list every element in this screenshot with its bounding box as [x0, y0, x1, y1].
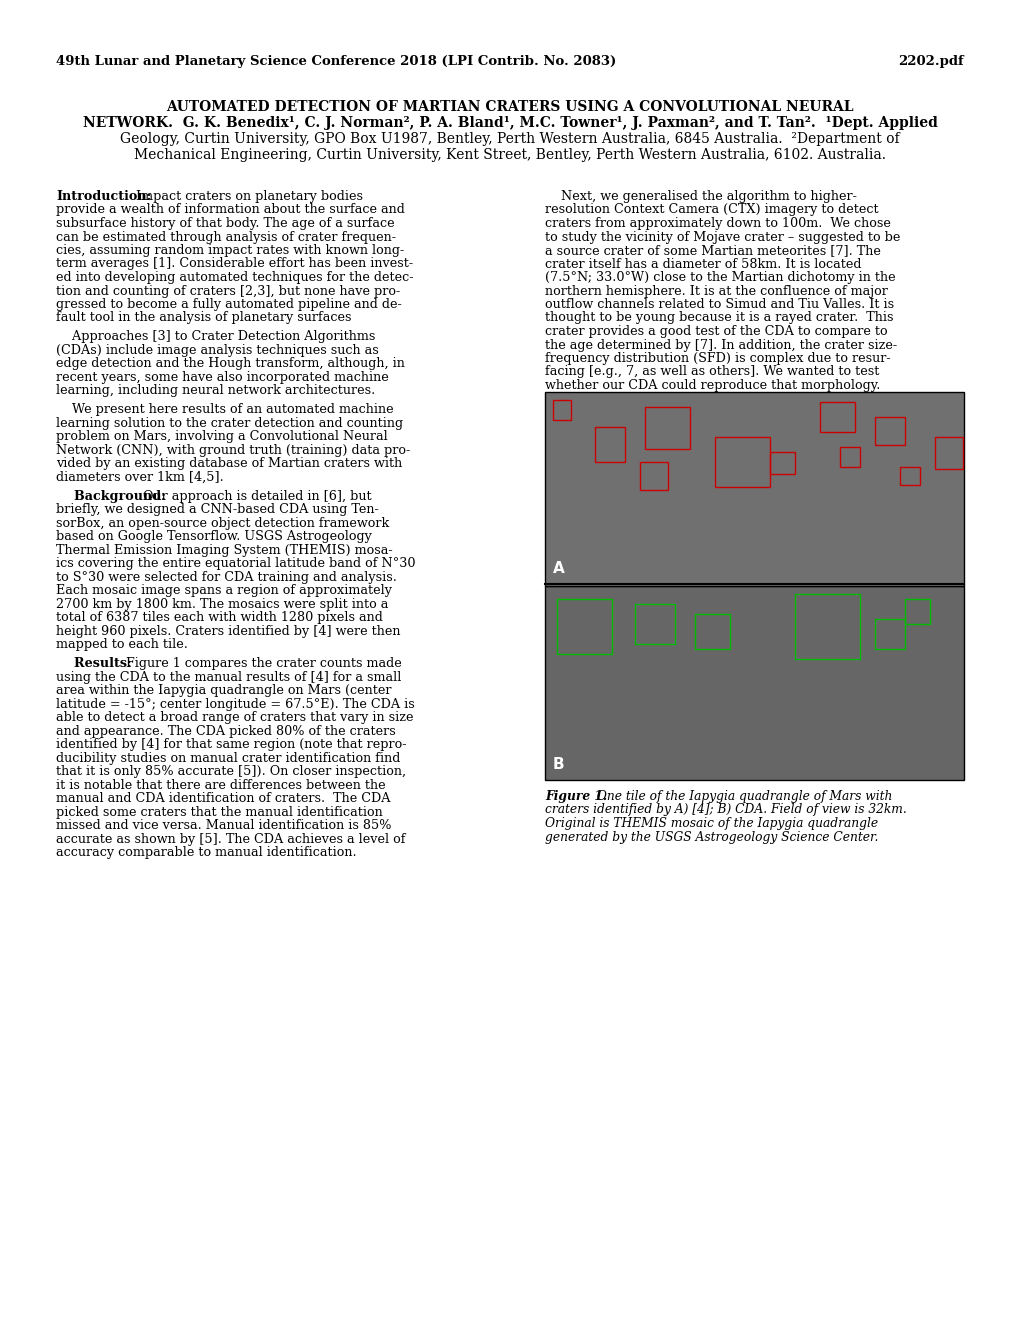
Text: Each mosaic image spans a region of approximately: Each mosaic image spans a region of appr… [56, 585, 391, 597]
Text: recent years, some have also incorporated machine: recent years, some have also incorporate… [56, 371, 388, 384]
Text: learning, including neural network architectures.: learning, including neural network archi… [56, 384, 375, 397]
Text: sorBox, an open-source object detection framework: sorBox, an open-source object detection … [56, 516, 389, 529]
Text: Our approach is detailed in [6], but: Our approach is detailed in [6], but [139, 490, 371, 503]
Bar [904, 599, 929, 624]
Text: Original is THEMIS mosaic of the Iapygia quadrangle: Original is THEMIS mosaic of the Iapygia… [544, 817, 877, 830]
Text: it is notable that there are differences between the: it is notable that there are differences… [56, 779, 385, 792]
Text: ics covering the entire equatorial latitude band of N°30: ics covering the entire equatorial latit… [56, 557, 415, 570]
Bar [594, 426, 625, 462]
Text: craters identified by A) [4]; B) CDA. Field of view is 32km.: craters identified by A) [4]; B) CDA. Fi… [544, 804, 906, 817]
Text: can be estimated through analysis of crater frequen-: can be estimated through analysis of cra… [56, 231, 395, 243]
Text: provide a wealth of information about the surface and: provide a wealth of information about th… [56, 203, 405, 216]
Text: thought to be young because it is a rayed crater.  This: thought to be young because it is a raye… [544, 312, 893, 325]
Text: accurate as shown by [5]. The CDA achieves a level of: accurate as shown by [5]. The CDA achiev… [56, 833, 406, 846]
Text: Results:: Results: [56, 657, 131, 671]
Text: briefly, we designed a CNN-based CDA using Ten-: briefly, we designed a CNN-based CDA usi… [56, 503, 378, 516]
Text: subsurface history of that body. The age of a surface: subsurface history of that body. The age… [56, 216, 394, 230]
Text: northern hemisphere. It is at the confluence of major: northern hemisphere. It is at the conflu… [544, 285, 887, 297]
Bar [934, 437, 962, 469]
Bar [544, 586, 963, 780]
Text: Geology, Curtin University, GPO Box U1987, Bentley, Perth Western Australia, 684: Geology, Curtin University, GPO Box U198… [120, 132, 899, 147]
Text: to S°30 were selected for CDA training and analysis.: to S°30 were selected for CDA training a… [56, 570, 396, 583]
Bar [714, 437, 769, 487]
Text: B: B [552, 756, 565, 772]
Text: learning solution to the crater detection and counting: learning solution to the crater detectio… [56, 417, 403, 430]
Bar [874, 619, 904, 649]
Text: manual and CDA identification of craters.  The CDA: manual and CDA identification of craters… [56, 792, 390, 805]
Text: picked some craters that the manual identification: picked some craters that the manual iden… [56, 805, 382, 818]
Text: Background:: Background: [56, 490, 166, 503]
Text: Figure 1.: Figure 1. [544, 789, 606, 803]
Text: area within the Iapygia quadrangle on Mars (center: area within the Iapygia quadrangle on Ma… [56, 684, 391, 697]
Text: to study the vicinity of Mojave crater – suggested to be: to study the vicinity of Mojave crater –… [544, 231, 900, 243]
Text: based on Google Tensorflow. USGS Astrogeology: based on Google Tensorflow. USGS Astroge… [56, 531, 372, 544]
Text: craters from approximately down to 100m.  We chose: craters from approximately down to 100m.… [544, 216, 890, 230]
Text: 49th Lunar and Planetary Science Conference 2018 (LPI Contrib. No. 2083): 49th Lunar and Planetary Science Confere… [56, 55, 615, 69]
Text: Impact craters on planetary bodies: Impact craters on planetary bodies [127, 190, 363, 203]
Bar [552, 400, 571, 420]
Text: resolution Context Camera (CTX) imagery to detect: resolution Context Camera (CTX) imagery … [544, 203, 877, 216]
Bar [769, 451, 794, 474]
Bar [819, 403, 854, 432]
Text: cies, assuming random impact rates with known long-: cies, assuming random impact rates with … [56, 244, 404, 257]
Bar [639, 462, 667, 490]
Bar [635, 605, 675, 644]
Text: whether our CDA could reproduce that morphology.: whether our CDA could reproduce that mor… [544, 379, 879, 392]
Text: crater provides a good test of the CDA to compare to: crater provides a good test of the CDA t… [544, 325, 887, 338]
Text: using the CDA to the manual results of [4] for a small: using the CDA to the manual results of [… [56, 671, 401, 684]
Text: Mechanical Engineering, Curtin University, Kent Street, Bentley, Perth Western A: Mechanical Engineering, Curtin Universit… [133, 148, 886, 162]
Text: Network (CNN), with ground truth (training) data pro-: Network (CNN), with ground truth (traini… [56, 444, 410, 457]
Text: One tile of the Iapygia quadrangle of Mars with: One tile of the Iapygia quadrangle of Ma… [592, 789, 891, 803]
Text: term averages [1]. Considerable effort has been invest-: term averages [1]. Considerable effort h… [56, 257, 413, 271]
Text: vided by an existing database of Martian craters with: vided by an existing database of Martian… [56, 457, 401, 470]
Text: height 960 pixels. Craters identified by [4] were then: height 960 pixels. Craters identified by… [56, 624, 400, 638]
Bar [556, 599, 611, 653]
Text: mapped to each tile.: mapped to each tile. [56, 638, 187, 651]
Text: edge detection and the Hough transform, although, in: edge detection and the Hough transform, … [56, 358, 405, 371]
Text: frequency distribution (SFD) is complex due to resur-: frequency distribution (SFD) is complex … [544, 352, 890, 366]
Text: that it is only 85% accurate [5]). On closer inspection,: that it is only 85% accurate [5]). On cl… [56, 766, 406, 777]
Text: Next, we generalised the algorithm to higher-: Next, we generalised the algorithm to hi… [544, 190, 856, 203]
Text: ducibility studies on manual crater identification find: ducibility studies on manual crater iden… [56, 751, 400, 764]
Text: accuracy comparable to manual identification.: accuracy comparable to manual identifica… [56, 846, 357, 859]
Text: NETWORK.  G. K. Benedix¹, C. J. Norman², P. A. Bland¹, M.C. Towner¹, J. Paxman²,: NETWORK. G. K. Benedix¹, C. J. Norman², … [83, 116, 936, 129]
Text: Introduction:: Introduction: [56, 190, 151, 203]
Text: Thermal Emission Imaging System (THEMIS) mosa-: Thermal Emission Imaging System (THEMIS)… [56, 544, 392, 557]
Bar [899, 467, 919, 484]
Bar [840, 447, 859, 467]
Text: the age determined by [7]. In addition, the crater size-: the age determined by [7]. In addition, … [544, 338, 897, 351]
Text: fault tool in the analysis of planetary surfaces: fault tool in the analysis of planetary … [56, 312, 352, 325]
Text: AUTOMATED DETECTION OF MARTIAN CRATERS USING A CONVOLUTIONAL NEURAL: AUTOMATED DETECTION OF MARTIAN CRATERS U… [166, 100, 853, 114]
Text: able to detect a broad range of craters that vary in size: able to detect a broad range of craters … [56, 711, 413, 725]
Text: (CDAs) include image analysis techniques such as: (CDAs) include image analysis techniques… [56, 345, 378, 356]
Text: (7.5°N; 33.0°W) close to the Martian dichotomy in the: (7.5°N; 33.0°W) close to the Martian dic… [544, 271, 895, 284]
Text: generated by the USGS Astrogeology Science Center.: generated by the USGS Astrogeology Scien… [544, 830, 877, 843]
Bar [544, 392, 963, 586]
Text: Figure 1 compares the crater counts made: Figure 1 compares the crater counts made [122, 657, 401, 671]
Bar [694, 614, 730, 649]
Text: diameters over 1km [4,5].: diameters over 1km [4,5]. [56, 471, 223, 484]
Text: crater itself has a diameter of 58km. It is located: crater itself has a diameter of 58km. It… [544, 257, 861, 271]
Text: total of 6387 tiles each with width 1280 pixels and: total of 6387 tiles each with width 1280… [56, 611, 382, 624]
Text: We present here results of an automated machine: We present here results of an automated … [56, 404, 393, 416]
Text: 2700 km by 1800 km. The mosaics were split into a: 2700 km by 1800 km. The mosaics were spl… [56, 598, 388, 611]
Text: latitude = -15°; center longitude = 67.5°E). The CDA is: latitude = -15°; center longitude = 67.5… [56, 697, 415, 710]
Bar [794, 594, 859, 659]
Text: 2202.pdf: 2202.pdf [898, 55, 963, 69]
Text: facing [e.g., 7, as well as others]. We wanted to test: facing [e.g., 7, as well as others]. We … [544, 366, 878, 379]
Text: ed into developing automated techniques for the detec-: ed into developing automated techniques … [56, 271, 413, 284]
Text: identified by [4] for that same region (note that repro-: identified by [4] for that same region (… [56, 738, 407, 751]
Text: problem on Mars, involving a Convolutional Neural: problem on Mars, involving a Convolution… [56, 430, 387, 444]
Text: A: A [552, 561, 565, 576]
Text: Approaches [3] to Crater Detection Algorithms: Approaches [3] to Crater Detection Algor… [56, 330, 375, 343]
Text: missed and vice versa. Manual identification is 85%: missed and vice versa. Manual identifica… [56, 820, 391, 832]
Bar [874, 417, 904, 445]
Text: gressed to become a fully automated pipeline and de-: gressed to become a fully automated pipe… [56, 298, 401, 312]
Text: tion and counting of craters [2,3], but none have pro-: tion and counting of craters [2,3], but … [56, 285, 399, 297]
Text: and appearance. The CDA picked 80% of the craters: and appearance. The CDA picked 80% of th… [56, 725, 395, 738]
Bar [644, 407, 689, 449]
Text: a source crater of some Martian meteorites [7]. The: a source crater of some Martian meteorit… [544, 244, 880, 257]
Text: outflow channels related to Simud and Tiu Valles. It is: outflow channels related to Simud and Ti… [544, 298, 894, 312]
